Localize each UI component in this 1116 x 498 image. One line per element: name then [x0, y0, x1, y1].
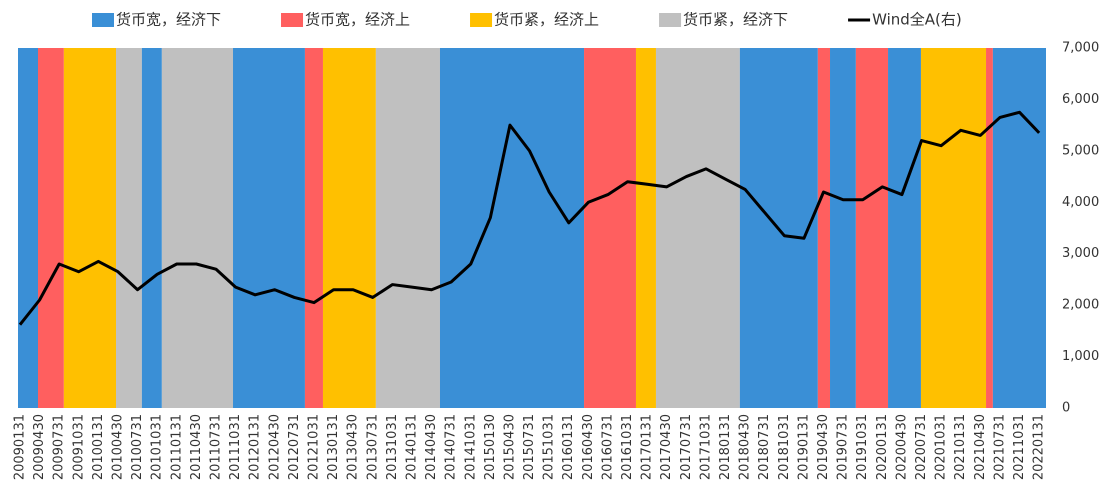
y2-tick-label: 1,000 [1062, 349, 1099, 364]
regime-band [635, 48, 656, 408]
legend-label: 货币宽，经济上 [305, 11, 410, 29]
x-tick-label: 20100131 [91, 414, 106, 480]
x-tick-label: 20110131 [169, 414, 184, 480]
regime-band [37, 48, 64, 408]
x-tick-label: 20131031 [385, 414, 400, 480]
legend-swatch [92, 13, 114, 27]
x-tick-label: 20140731 [444, 414, 459, 480]
y2-tick-label: 2,000 [1062, 298, 1099, 313]
x-tick-label: 20141031 [463, 414, 478, 480]
regime-band [322, 48, 376, 408]
x-tick-label: 20181031 [777, 414, 792, 480]
x-tick-label: 20180430 [738, 414, 753, 480]
x-tick-label: 20110731 [208, 414, 223, 480]
x-tick-label: 20180731 [757, 414, 772, 480]
x-tick-label: 20130731 [365, 414, 380, 480]
x-tick-label: 20150130 [483, 414, 498, 480]
regime-band [304, 48, 323, 408]
x-tick-label: 20200430 [894, 414, 909, 480]
regime-band [920, 48, 987, 408]
y2-tick-label: 7,000 [1062, 41, 1099, 56]
y2-tick-label: 6,000 [1062, 92, 1099, 107]
regime-band [992, 48, 1046, 408]
x-tick-label: 20150430 [502, 414, 517, 480]
x-tick-label: 20220131 [1032, 414, 1047, 480]
regime-band [986, 48, 993, 408]
legend-label: Wind全A(右) [872, 11, 962, 29]
x-tick-label: 20190731 [836, 414, 851, 480]
x-tick-label: 20170430 [659, 414, 674, 480]
regime-band [161, 48, 234, 408]
y2-tick-label: 0 [1062, 401, 1070, 416]
legend-label: 货币紧，经济上 [494, 11, 599, 29]
x-tick-label: 20190131 [796, 414, 811, 480]
x-tick-label: 20120731 [287, 414, 302, 480]
x-tick-label: 20211031 [1012, 414, 1027, 480]
x-tick-label: 20090131 [12, 414, 27, 480]
x-tick-label: 20170731 [679, 414, 694, 480]
x-tick-label: 20160430 [581, 414, 596, 480]
x-tick-label: 20210131 [953, 414, 968, 480]
x-tick-label: 20180131 [718, 414, 733, 480]
x-tick-label: 20120430 [267, 414, 282, 480]
x-tick-label: 20121031 [306, 414, 321, 480]
x-tick-label: 20210430 [973, 414, 988, 480]
y2-tick-label: 3,000 [1062, 246, 1099, 261]
y2-tick-label: 5,000 [1062, 143, 1099, 158]
x-tick-label: 20130131 [326, 414, 341, 480]
x-tick-label: 20110430 [189, 414, 204, 480]
x-tick-label: 20150731 [522, 414, 537, 480]
legend-label: 货币紧，经济下 [683, 11, 788, 29]
regime-band [855, 48, 889, 408]
regime-band [817, 48, 831, 408]
x-tick-label: 20201031 [934, 414, 949, 480]
y2-tick-label: 4,000 [1062, 195, 1099, 210]
x-tick-label: 20100731 [130, 414, 145, 480]
x-tick-label: 20160731 [600, 414, 615, 480]
x-tick-label: 20151031 [542, 414, 557, 480]
legend-swatch [470, 13, 493, 27]
x-tick-label: 20161031 [620, 414, 635, 480]
x-tick-label: 20091031 [71, 414, 86, 480]
x-tick-label: 20200131 [875, 414, 890, 480]
x-tick-label: 20140131 [404, 414, 419, 480]
regime-band [63, 48, 116, 408]
x-tick-label: 20130430 [346, 414, 361, 480]
x-tick-label: 20171031 [698, 414, 713, 480]
x-tick-label: 20101031 [150, 414, 165, 480]
regime-band [115, 48, 142, 408]
x-tick-label: 20090731 [52, 414, 67, 480]
regime-band [888, 48, 921, 408]
x-tick-label: 20100430 [110, 414, 125, 480]
regime-band [18, 48, 38, 408]
regime-band [375, 48, 440, 408]
x-tick-label: 20140430 [424, 414, 439, 480]
legend-label: 货币宽，经济下 [116, 11, 221, 29]
x-tick-label: 20120131 [248, 414, 263, 480]
regime-band [830, 48, 856, 408]
x-tick-label: 20191031 [855, 414, 870, 480]
index-line [18, 110, 1041, 326]
x-tick-label: 20111031 [228, 414, 243, 480]
x-tick-label: 20170131 [640, 414, 655, 480]
x-tick-label: 20160131 [561, 414, 576, 480]
regime-band [655, 48, 740, 408]
legend-swatch [659, 13, 682, 27]
regime-band [584, 48, 636, 408]
regime-band [233, 48, 305, 408]
legend-swatch [281, 13, 304, 27]
x-tick-label: 20210731 [992, 414, 1007, 480]
x-tick-label: 20200731 [914, 414, 929, 480]
x-tick-label: 20090430 [32, 414, 47, 480]
regime-band [439, 48, 585, 408]
regime-band [141, 48, 162, 408]
x-tick-label: 20190430 [816, 414, 831, 480]
